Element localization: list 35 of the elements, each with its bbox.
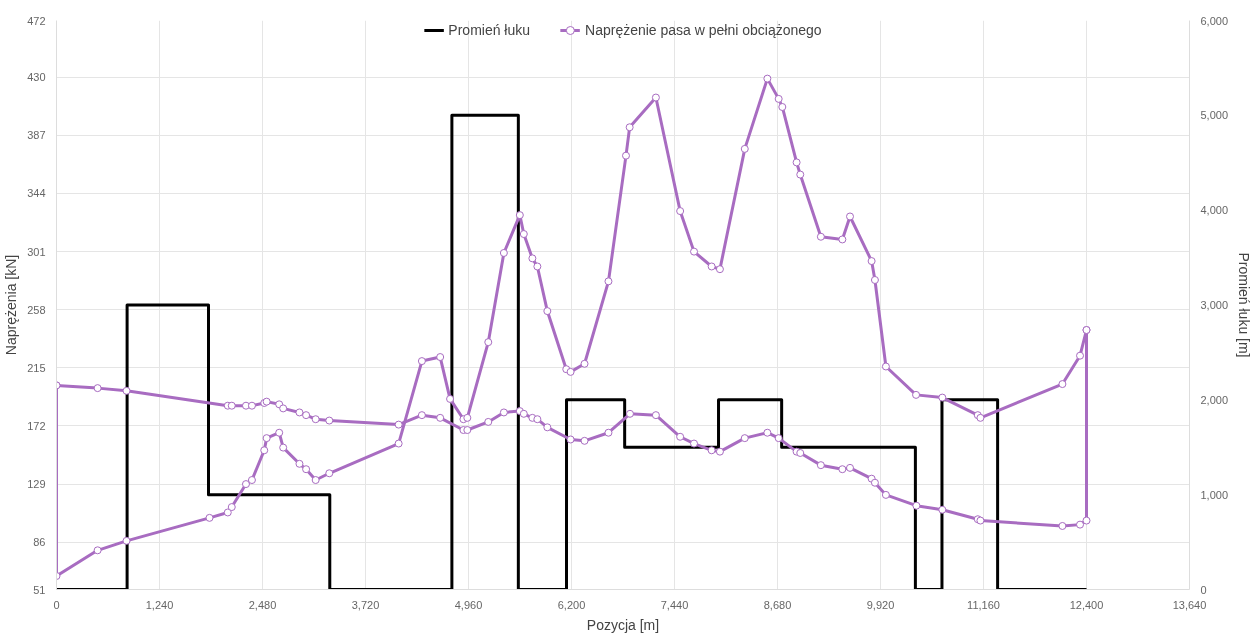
y-tick-label: 387	[27, 129, 46, 142]
x-axis-title: Pozycja [m]	[586, 616, 660, 633]
x-tick-label: 2,480	[248, 598, 277, 611]
y2-tick-label: 6,000	[1200, 14, 1229, 27]
x-tick-label: 8,680	[763, 598, 792, 611]
y-tick-label: 472	[27, 14, 46, 27]
y-axis-title: Naprężenia [kN]	[3, 254, 20, 356]
x-tick-label: 12,400	[1069, 598, 1104, 611]
y-tick-label: 129	[27, 478, 46, 491]
x-tick-label: 13,640	[1172, 598, 1207, 611]
y-tick-label: 51	[33, 583, 46, 596]
y-tick-label: 301	[27, 245, 46, 258]
y2-axis-title: Promień łuku [m]	[1236, 252, 1253, 358]
x-tick-label: 11,160	[967, 598, 1000, 611]
y2-tick-label: 5,000	[1200, 109, 1229, 122]
y2-tick-label: 0	[1200, 583, 1207, 596]
x-tick-label: 6,200	[557, 598, 586, 611]
y2-tick-label: 3,000	[1200, 299, 1229, 311]
y-tick-label: 86	[33, 536, 46, 549]
x-tick-label: 0	[53, 598, 60, 611]
x-tick-label: 4,960	[454, 598, 483, 611]
x-tick-label: 3,720	[351, 598, 380, 611]
x-tick-label: 9,920	[866, 598, 895, 611]
legend-label: Naprężenie pasa w pełni obciążonego	[585, 22, 822, 38]
y-tick-label: 215	[27, 361, 46, 374]
y-tick-label: 344	[27, 187, 46, 200]
legend-label: Promień łuku	[448, 22, 531, 38]
y-tick-label: 258	[27, 303, 46, 316]
x-tick-label: 7,440	[660, 598, 689, 611]
y-tick-label: 430	[27, 71, 46, 84]
y-tick-label: 172	[27, 419, 46, 432]
y2-tick-label: 2,000	[1200, 393, 1229, 406]
x-tick-label: 1,240	[145, 598, 174, 611]
y2-tick-label: 1,000	[1200, 488, 1229, 501]
y2-tick-label: 4,000	[1200, 204, 1229, 217]
